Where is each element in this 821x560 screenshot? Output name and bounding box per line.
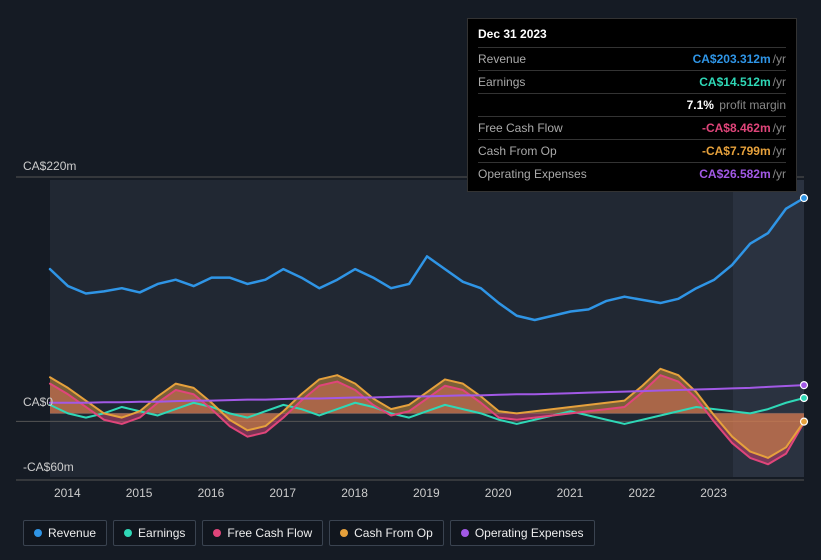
legend-dot-icon — [34, 529, 42, 537]
x-axis-year-label: 2018 — [341, 486, 368, 500]
x-axis-year-label: 2020 — [485, 486, 512, 500]
legend-item-operating-expenses[interactable]: Operating Expenses — [450, 520, 595, 546]
tooltip-row-value: -CA$8.462m/yr — [702, 119, 786, 137]
tooltip-row: Revenue CA$203.312m/yr — [478, 47, 786, 70]
chart-legend: Revenue Earnings Free Cash Flow Cash From O… — [23, 520, 595, 546]
tooltip-title: Dec 31 2023 — [478, 25, 786, 47]
tooltip-row-label: Operating Expenses — [478, 165, 587, 183]
tooltip-row-label: Earnings — [478, 73, 525, 91]
x-axis-year-label: 2022 — [628, 486, 655, 500]
y-axis-bottom-label: -CA$60m — [23, 460, 74, 474]
x-axis-year-label: 2019 — [413, 486, 440, 500]
legend-dot-icon — [340, 529, 348, 537]
chart-tooltip: Dec 31 2023 Revenue CA$203.312m/yr Earning… — [467, 18, 797, 192]
legend-item-earnings[interactable]: Earnings — [113, 520, 196, 546]
x-axis-year-label: 2023 — [700, 486, 727, 500]
tooltip-row-label: Free Cash Flow — [478, 119, 563, 137]
x-axis-year-label: 2014 — [54, 486, 81, 500]
tooltip-row-value: -CA$7.799m/yr — [702, 142, 786, 160]
tooltip-row: Cash From Op -CA$7.799m/yr — [478, 139, 786, 162]
legend-item-label: Operating Expenses — [475, 526, 584, 540]
legend-item-label: Cash From Op — [354, 526, 433, 540]
tooltip-row-value: CA$26.582m/yr — [699, 165, 786, 183]
tooltip-row-value: CA$203.312m/yr — [693, 50, 786, 68]
legend-item-revenue[interactable]: Revenue — [23, 520, 107, 546]
x-axis-year-label: 2017 — [269, 486, 296, 500]
x-axis-year-label: 2021 — [557, 486, 584, 500]
legend-item-label: Earnings — [138, 526, 185, 540]
legend-item-label: Revenue — [48, 526, 96, 540]
tooltip-row-extra: 7.1% profit margin — [478, 93, 786, 116]
legend-item-free-cash-flow[interactable]: Free Cash Flow — [202, 520, 323, 546]
tooltip-row: Earnings CA$14.512m/yr — [478, 70, 786, 93]
x-axis-year-label: 2016 — [198, 486, 225, 500]
tooltip-row-value: CA$14.512m/yr — [699, 73, 786, 91]
legend-item-cash-from-op[interactable]: Cash From Op — [329, 520, 444, 546]
tooltip-row-label: Cash From Op — [478, 142, 557, 160]
legend-dot-icon — [124, 529, 132, 537]
x-axis-year-label: 2015 — [126, 486, 153, 500]
y-axis-zero-label: CA$0 — [23, 395, 53, 409]
legend-dot-icon — [213, 529, 221, 537]
tooltip-row: Operating Expenses CA$26.582m/yr — [478, 162, 786, 185]
tooltip-row: Free Cash Flow -CA$8.462m/yr — [478, 116, 786, 139]
legend-dot-icon — [461, 529, 469, 537]
legend-item-label: Free Cash Flow — [227, 526, 312, 540]
y-axis-top-label: CA$220m — [23, 159, 76, 173]
tooltip-row-label: Revenue — [478, 50, 526, 68]
